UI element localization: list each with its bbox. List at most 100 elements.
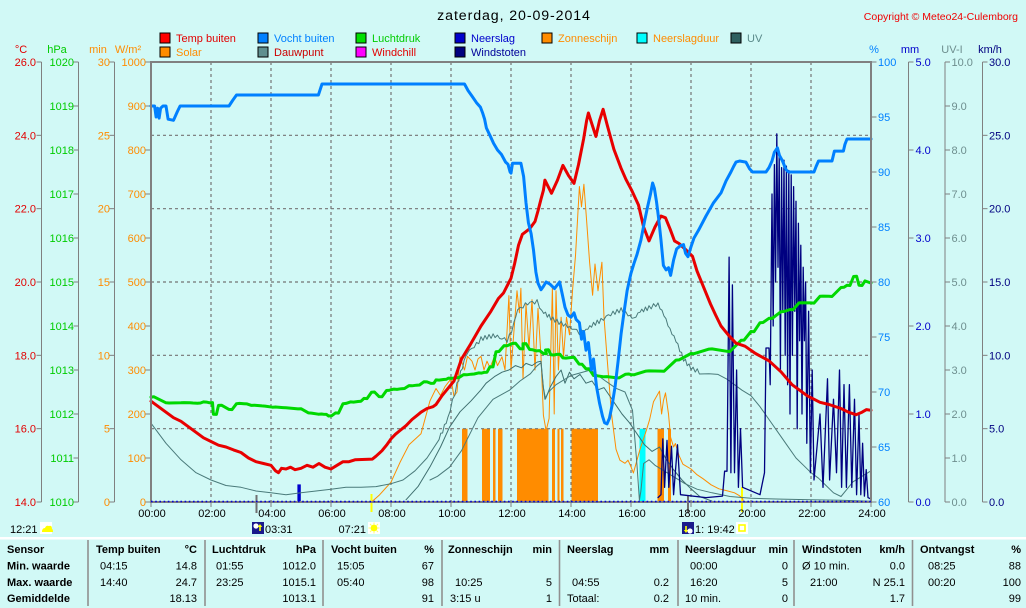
svg-text:22.0: 22.0 <box>15 204 36 216</box>
svg-text:6.0: 6.0 <box>952 233 967 245</box>
svg-text:98: 98 <box>422 577 434 589</box>
svg-text:10:00: 10:00 <box>438 508 466 520</box>
svg-text:14:40: 14:40 <box>100 577 128 589</box>
svg-text:12:00: 12:00 <box>498 508 526 520</box>
svg-text:0: 0 <box>782 593 788 605</box>
svg-text:8.0: 8.0 <box>952 145 967 157</box>
svg-text:Gemiddelde: Gemiddelde <box>7 593 70 605</box>
svg-text:7.0: 7.0 <box>952 189 967 201</box>
svg-text:10.0: 10.0 <box>989 350 1010 362</box>
svg-text:900: 900 <box>128 101 146 113</box>
svg-text:15:05: 15:05 <box>337 561 365 573</box>
svg-text:02:00: 02:00 <box>198 508 226 520</box>
svg-text:16:00: 16:00 <box>618 508 646 520</box>
svg-text:4.0: 4.0 <box>916 145 931 157</box>
svg-text:16:20: 16:20 <box>690 577 718 589</box>
svg-text:hPa: hPa <box>296 544 317 556</box>
svg-text:0.0: 0.0 <box>989 497 1004 509</box>
svg-text:%: % <box>424 544 434 556</box>
svg-text:min: min <box>89 44 107 56</box>
svg-text:3.0: 3.0 <box>916 233 931 245</box>
svg-text:70: 70 <box>878 387 890 399</box>
svg-text:04:00: 04:00 <box>258 508 286 520</box>
svg-text:22:00: 22:00 <box>798 508 826 520</box>
svg-text:Sensor: Sensor <box>7 544 45 556</box>
svg-text:Neerslagduur: Neerslagduur <box>685 544 757 556</box>
svg-text:°C: °C <box>15 44 27 56</box>
svg-text:Solar: Solar <box>176 47 202 59</box>
svg-text:16.0: 16.0 <box>15 424 36 436</box>
svg-text:30.0: 30.0 <box>989 57 1010 69</box>
svg-text:3:15 u: 3:15 u <box>450 593 481 605</box>
svg-text:26.0: 26.0 <box>15 57 36 69</box>
svg-text:Vocht buiten: Vocht buiten <box>274 33 335 45</box>
svg-text:20.0: 20.0 <box>15 277 36 289</box>
svg-text:1012: 1012 <box>50 409 74 421</box>
svg-text:Windstoten: Windstoten <box>802 544 862 556</box>
svg-text:21:00: 21:00 <box>810 577 838 589</box>
svg-text:0.0: 0.0 <box>916 497 931 509</box>
svg-text:Copyright © Meteo24-Culemborg: Copyright © Meteo24-Culemborg <box>864 11 1018 23</box>
svg-text:Dauwpunt: Dauwpunt <box>274 47 324 59</box>
svg-text:80: 80 <box>878 277 890 289</box>
svg-text:km/h: km/h <box>978 44 1002 56</box>
svg-text:100: 100 <box>1003 577 1021 589</box>
svg-text:4.0: 4.0 <box>952 321 967 333</box>
svg-text:°C: °C <box>185 544 197 556</box>
svg-text:1015.1: 1015.1 <box>282 577 316 589</box>
svg-text:mm: mm <box>901 44 919 56</box>
svg-text:km/h: km/h <box>879 544 905 556</box>
svg-text:1000: 1000 <box>122 57 146 69</box>
svg-text:30: 30 <box>98 57 110 69</box>
svg-text:200: 200 <box>128 409 146 421</box>
svg-text:0.2: 0.2 <box>654 593 669 605</box>
svg-text:1013.1: 1013.1 <box>282 593 316 605</box>
svg-text:15: 15 <box>98 277 110 289</box>
svg-text:Zonneschijn: Zonneschijn <box>558 33 617 45</box>
svg-text:00:20: 00:20 <box>928 577 956 589</box>
svg-text:1011: 1011 <box>50 453 74 465</box>
svg-text:Windchill: Windchill <box>372 47 416 59</box>
svg-text:Windstoten: Windstoten <box>471 47 526 59</box>
svg-text:3.0: 3.0 <box>952 365 967 377</box>
svg-text:18:00: 18:00 <box>678 508 706 520</box>
svg-text:Totaal:: Totaal: <box>567 593 599 605</box>
svg-text:Temp buiten: Temp buiten <box>96 544 161 556</box>
svg-text:min: min <box>768 544 788 556</box>
svg-text:00:00: 00:00 <box>690 561 718 573</box>
svg-text:Temp buiten: Temp buiten <box>176 33 236 45</box>
svg-text:400: 400 <box>128 321 146 333</box>
svg-text:1018: 1018 <box>50 145 74 157</box>
svg-text:UV: UV <box>747 33 763 45</box>
svg-text:%: % <box>869 44 879 56</box>
svg-text:18.0: 18.0 <box>15 350 36 362</box>
svg-text:85: 85 <box>878 222 890 234</box>
svg-text:24:00: 24:00 <box>858 508 886 520</box>
svg-text:2.0: 2.0 <box>916 321 931 333</box>
svg-text:Luchtdruk: Luchtdruk <box>372 33 421 45</box>
svg-text:24.0: 24.0 <box>15 130 36 142</box>
svg-text:700: 700 <box>128 189 146 201</box>
svg-text:1.0: 1.0 <box>952 453 967 465</box>
svg-text:Luchtdruk: Luchtdruk <box>212 544 267 556</box>
svg-text:1016: 1016 <box>50 233 74 245</box>
svg-text:Ontvangst: Ontvangst <box>920 544 975 556</box>
svg-text:25: 25 <box>98 130 110 142</box>
svg-text:03:31: 03:31 <box>265 524 293 536</box>
svg-text:100: 100 <box>128 453 146 465</box>
svg-text:00:00: 00:00 <box>138 508 166 520</box>
svg-text:04:55: 04:55 <box>572 577 600 589</box>
svg-text:9.0: 9.0 <box>952 101 967 113</box>
svg-text:1012.0: 1012.0 <box>282 561 316 573</box>
svg-text:600: 600 <box>128 233 146 245</box>
svg-text:0: 0 <box>140 497 146 509</box>
svg-text:0: 0 <box>782 561 788 573</box>
svg-text:25.0: 25.0 <box>989 130 1010 142</box>
svg-text:5.0: 5.0 <box>916 57 931 69</box>
svg-text:1020: 1020 <box>50 57 74 69</box>
svg-text:1013: 1013 <box>50 365 74 377</box>
svg-text:1: 1 <box>546 593 552 605</box>
svg-text:5: 5 <box>782 577 788 589</box>
svg-text:5: 5 <box>104 424 110 436</box>
svg-text:12:21: 12:21 <box>10 524 38 536</box>
